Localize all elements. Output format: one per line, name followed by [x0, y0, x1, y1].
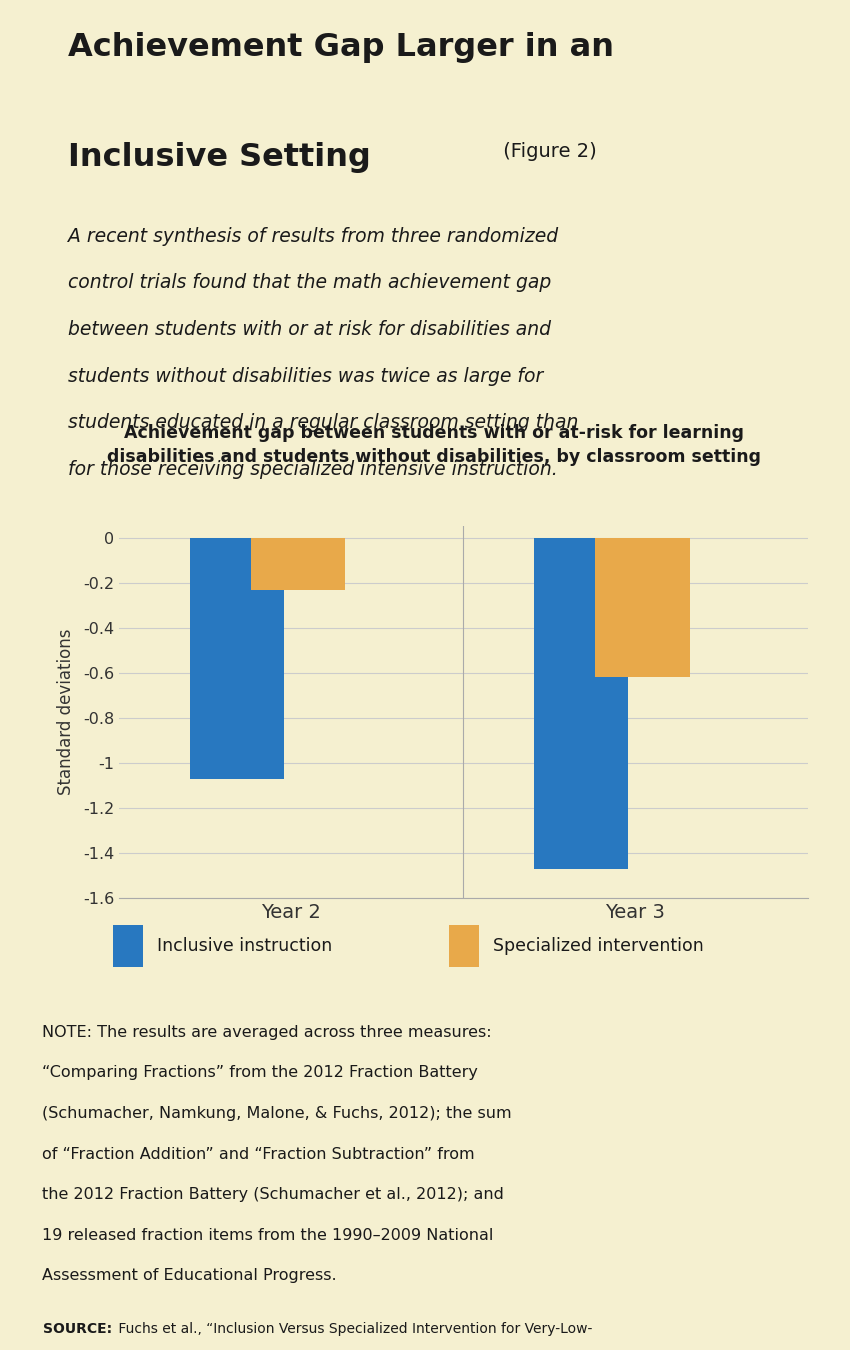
- Y-axis label: Standard deviations: Standard deviations: [57, 629, 75, 795]
- Text: (Figure 2): (Figure 2): [497, 142, 597, 161]
- Text: Achievement gap between students with or at-risk for learning
disabilities and s: Achievement gap between students with or…: [106, 424, 761, 466]
- Text: students educated in a regular classroom setting than: students educated in a regular classroom…: [68, 413, 578, 432]
- Bar: [534, 537, 628, 868]
- Text: “Comparing Fractions” from the 2012 Fraction Battery: “Comparing Fractions” from the 2012 Frac…: [42, 1065, 479, 1080]
- Text: between students with or at risk for disabilities and: between students with or at risk for dis…: [68, 320, 551, 339]
- Text: 19 released fraction items from the 1990–2009 National: 19 released fraction items from the 1990…: [42, 1227, 494, 1243]
- Bar: [113, 925, 143, 968]
- Text: A recent synthesis of results from three randomized: A recent synthesis of results from three…: [68, 227, 558, 246]
- Text: (Schumacher, Namkung, Malone, & Fuchs, 2012); the sum: (Schumacher, Namkung, Malone, & Fuchs, 2…: [42, 1106, 512, 1120]
- Bar: [449, 925, 479, 968]
- Text: Achievement Gap Larger in an: Achievement Gap Larger in an: [68, 32, 614, 63]
- Text: Specialized intervention: Specialized intervention: [493, 937, 704, 956]
- Text: control trials found that the math achievement gap: control trials found that the math achie…: [68, 273, 552, 293]
- Bar: [595, 537, 689, 678]
- Text: SOURCE:: SOURCE:: [42, 1322, 111, 1335]
- Bar: [251, 537, 345, 590]
- Text: Fuchs et al., “Inclusion Versus Specialized Intervention for Very-Low-: Fuchs et al., “Inclusion Versus Speciali…: [115, 1322, 592, 1335]
- Text: NOTE: The results are averaged across three measures:: NOTE: The results are averaged across th…: [42, 1025, 492, 1040]
- Text: for those receiving specialized intensive instruction.: for those receiving specialized intensiv…: [68, 460, 558, 479]
- Text: the 2012 Fraction Battery (Schumacher et al., 2012); and: the 2012 Fraction Battery (Schumacher et…: [42, 1187, 504, 1202]
- Text: of “Fraction Addition” and “Fraction Subtraction” from: of “Fraction Addition” and “Fraction Sub…: [42, 1146, 475, 1161]
- Text: students without disabilities was twice as large for: students without disabilities was twice …: [68, 367, 543, 386]
- Text: Assessment of Educational Progress.: Assessment of Educational Progress.: [42, 1269, 337, 1284]
- Text: Inclusive Setting: Inclusive Setting: [68, 142, 371, 173]
- Text: Inclusive instruction: Inclusive instruction: [156, 937, 332, 956]
- Bar: [190, 537, 284, 779]
